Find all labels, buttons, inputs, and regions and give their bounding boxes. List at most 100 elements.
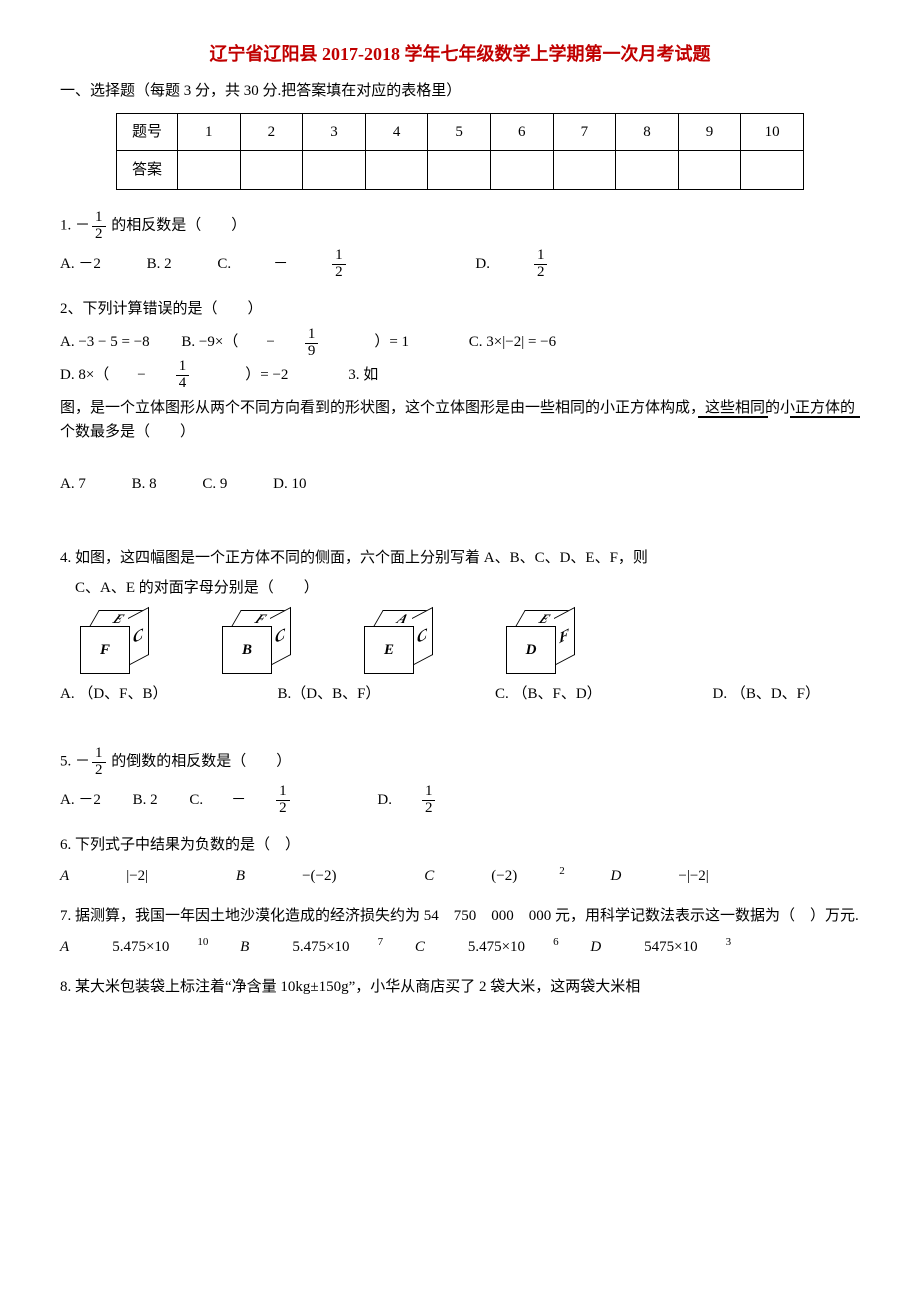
q1-c-sign: －: [273, 252, 288, 276]
question-7-stem: 7. 据测算，我国一年因土地沙漠化造成的经济损失约为 54 750 000 00…: [60, 904, 860, 928]
fraction-icon: 14: [176, 359, 218, 392]
q7-opt-b: B 5.475×107: [240, 934, 383, 959]
q5-sign: －: [75, 753, 90, 769]
q3-options: A. 7 B. 8 C. 9 D. 10: [60, 472, 860, 496]
q5-pre: 5.: [60, 753, 75, 769]
cube-side-face: F: [554, 607, 575, 666]
opt-base: 5475×10: [644, 935, 697, 959]
q2-b-sign: −: [266, 330, 274, 354]
view-placeholder-line: [790, 416, 860, 418]
frac-den: 2: [332, 265, 346, 281]
frac-den: 2: [276, 801, 290, 817]
opt-label: D: [611, 864, 622, 888]
view-placeholder-line: [698, 416, 768, 418]
q2-b-post: ）= 1: [374, 330, 409, 354]
q6-opt-b: B −(−2): [236, 864, 379, 888]
q2-d-pre: D. 8×（: [60, 363, 109, 387]
grid-cell: [490, 150, 553, 189]
q6-opt-c: C (−2)2: [424, 863, 564, 888]
cube-side-face: C: [412, 607, 433, 666]
frac-den: 9: [305, 344, 319, 360]
q1-options: A. －2 B. 2 C. －12 D. 12: [60, 248, 860, 281]
grid-col: 4: [365, 113, 428, 150]
frac-den: 2: [92, 227, 106, 243]
cube-diagram: A E C: [364, 610, 436, 676]
table-row: 答案: [117, 150, 804, 189]
cube-diagram: F B C: [222, 610, 294, 676]
opt-text: |−2|: [126, 864, 148, 888]
q3-lead-inline: 3. 如: [348, 363, 378, 387]
q3-opt-d: D. 10: [273, 472, 306, 496]
q3-opt-c: C. 9: [202, 472, 227, 496]
grid-cell: [553, 150, 616, 189]
exponent: 7: [378, 936, 384, 948]
opt-text: −|−2|: [678, 864, 708, 888]
q2-b-pre: B. −9×（: [181, 330, 238, 354]
fraction-icon: 12: [276, 784, 318, 817]
opt-base: 5.475×10: [112, 935, 169, 959]
q7-options: A 5.475×1010 B 5.475×107 C 5.475×106 D 5…: [60, 934, 860, 959]
grid-col: 9: [678, 113, 741, 150]
fraction-icon: 12: [92, 210, 106, 243]
frac-den: 4: [176, 376, 190, 392]
cube-front-face: E: [364, 626, 414, 674]
cube-front-face: F: [80, 626, 130, 674]
question-4-line2: C、A、E 的对面字母分别是（ ）: [60, 576, 860, 600]
cube-diagram: E F C: [80, 610, 152, 676]
q2-opt-c: C. 3×|−2| = −6: [469, 330, 556, 354]
cube-front-face: B: [222, 626, 272, 674]
opt-text: (−2): [491, 864, 517, 888]
question-1: 1. －12 的相反数是（ ）: [60, 210, 860, 243]
opt-label: D: [590, 935, 601, 959]
q5-opt-d: D. 12: [377, 784, 491, 817]
q4-opt-d: D. （B、D、F）: [713, 682, 861, 706]
q7-opt-a: A 5.475×1010: [60, 934, 208, 959]
opt-label: A: [60, 864, 69, 888]
grid-row1-label: 题号: [117, 113, 178, 150]
question-4-line1: 4. 如图，这四幅图是一个正方体不同的侧面，六个面上分别写着 A、B、C、D、E…: [60, 546, 860, 570]
grid-col: 1: [178, 113, 241, 150]
grid-col: 6: [490, 113, 553, 150]
q1-frac-sign: －: [75, 217, 90, 233]
frac-num: 1: [92, 210, 106, 227]
q5-d-pre: D.: [377, 788, 392, 812]
q5-opt-b: B. 2: [133, 788, 158, 812]
grid-cell: [240, 150, 303, 189]
fraction-icon: 19: [305, 327, 347, 360]
cube-diagram: E D F: [506, 610, 578, 676]
grid-row2-label: 答案: [117, 150, 178, 189]
q7-opt-c: C 5.475×106: [415, 934, 559, 959]
q6-opt-d: D −|−2|: [611, 864, 751, 888]
cube-front-face: D: [506, 626, 556, 674]
frac-num: 1: [305, 327, 319, 344]
fraction-icon: 12: [534, 248, 590, 281]
grid-cell: [365, 150, 428, 189]
question-2-stem: 2、下列计算错误的是（ ）: [60, 297, 860, 321]
grid-col: 10: [741, 113, 804, 150]
opt-label: C: [415, 935, 425, 959]
opt-base: 5.475×10: [468, 935, 525, 959]
q5-c-sign: －: [231, 788, 246, 812]
fraction-icon: 12: [332, 248, 388, 281]
table-row: 题号 1 2 3 4 5 6 7 8 9 10: [117, 113, 804, 150]
question-6-stem: 6. 下列式子中结果为负数的是（ ）: [60, 833, 860, 857]
grid-col: 5: [428, 113, 491, 150]
q4-opt-a: A. （D、F、B）: [60, 682, 208, 706]
frac-num: 1: [332, 248, 346, 265]
q2-opt-a: A. −3 − 5 = −8: [60, 330, 150, 354]
q2-d-post: ）= −2: [245, 363, 288, 387]
q4-options: A. （D、F、B） B.（D、B、F） C. （B、F、D） D. （B、D、…: [60, 682, 860, 706]
question-3: 图，是一个立体图形从两个不同方向看到的形状图，这个立体图形是由一些相同的小正方体…: [60, 396, 860, 444]
grid-cell: [428, 150, 491, 189]
opt-text: −(−2): [302, 864, 336, 888]
grid-cell: [616, 150, 679, 189]
frac-den: 2: [422, 801, 436, 817]
q4-opt-c: C. （B、F、D）: [495, 682, 643, 706]
grid-cell: [303, 150, 366, 189]
q7-opt-d: D 5475×103: [590, 934, 731, 959]
q1-opt-b: B. 2: [147, 252, 172, 276]
q4-opt-b: B.（D、B、F）: [278, 682, 426, 706]
q5-c-pre: C.: [189, 788, 203, 812]
opt-label: B: [236, 864, 245, 888]
q1-c-pre: C.: [217, 252, 231, 276]
